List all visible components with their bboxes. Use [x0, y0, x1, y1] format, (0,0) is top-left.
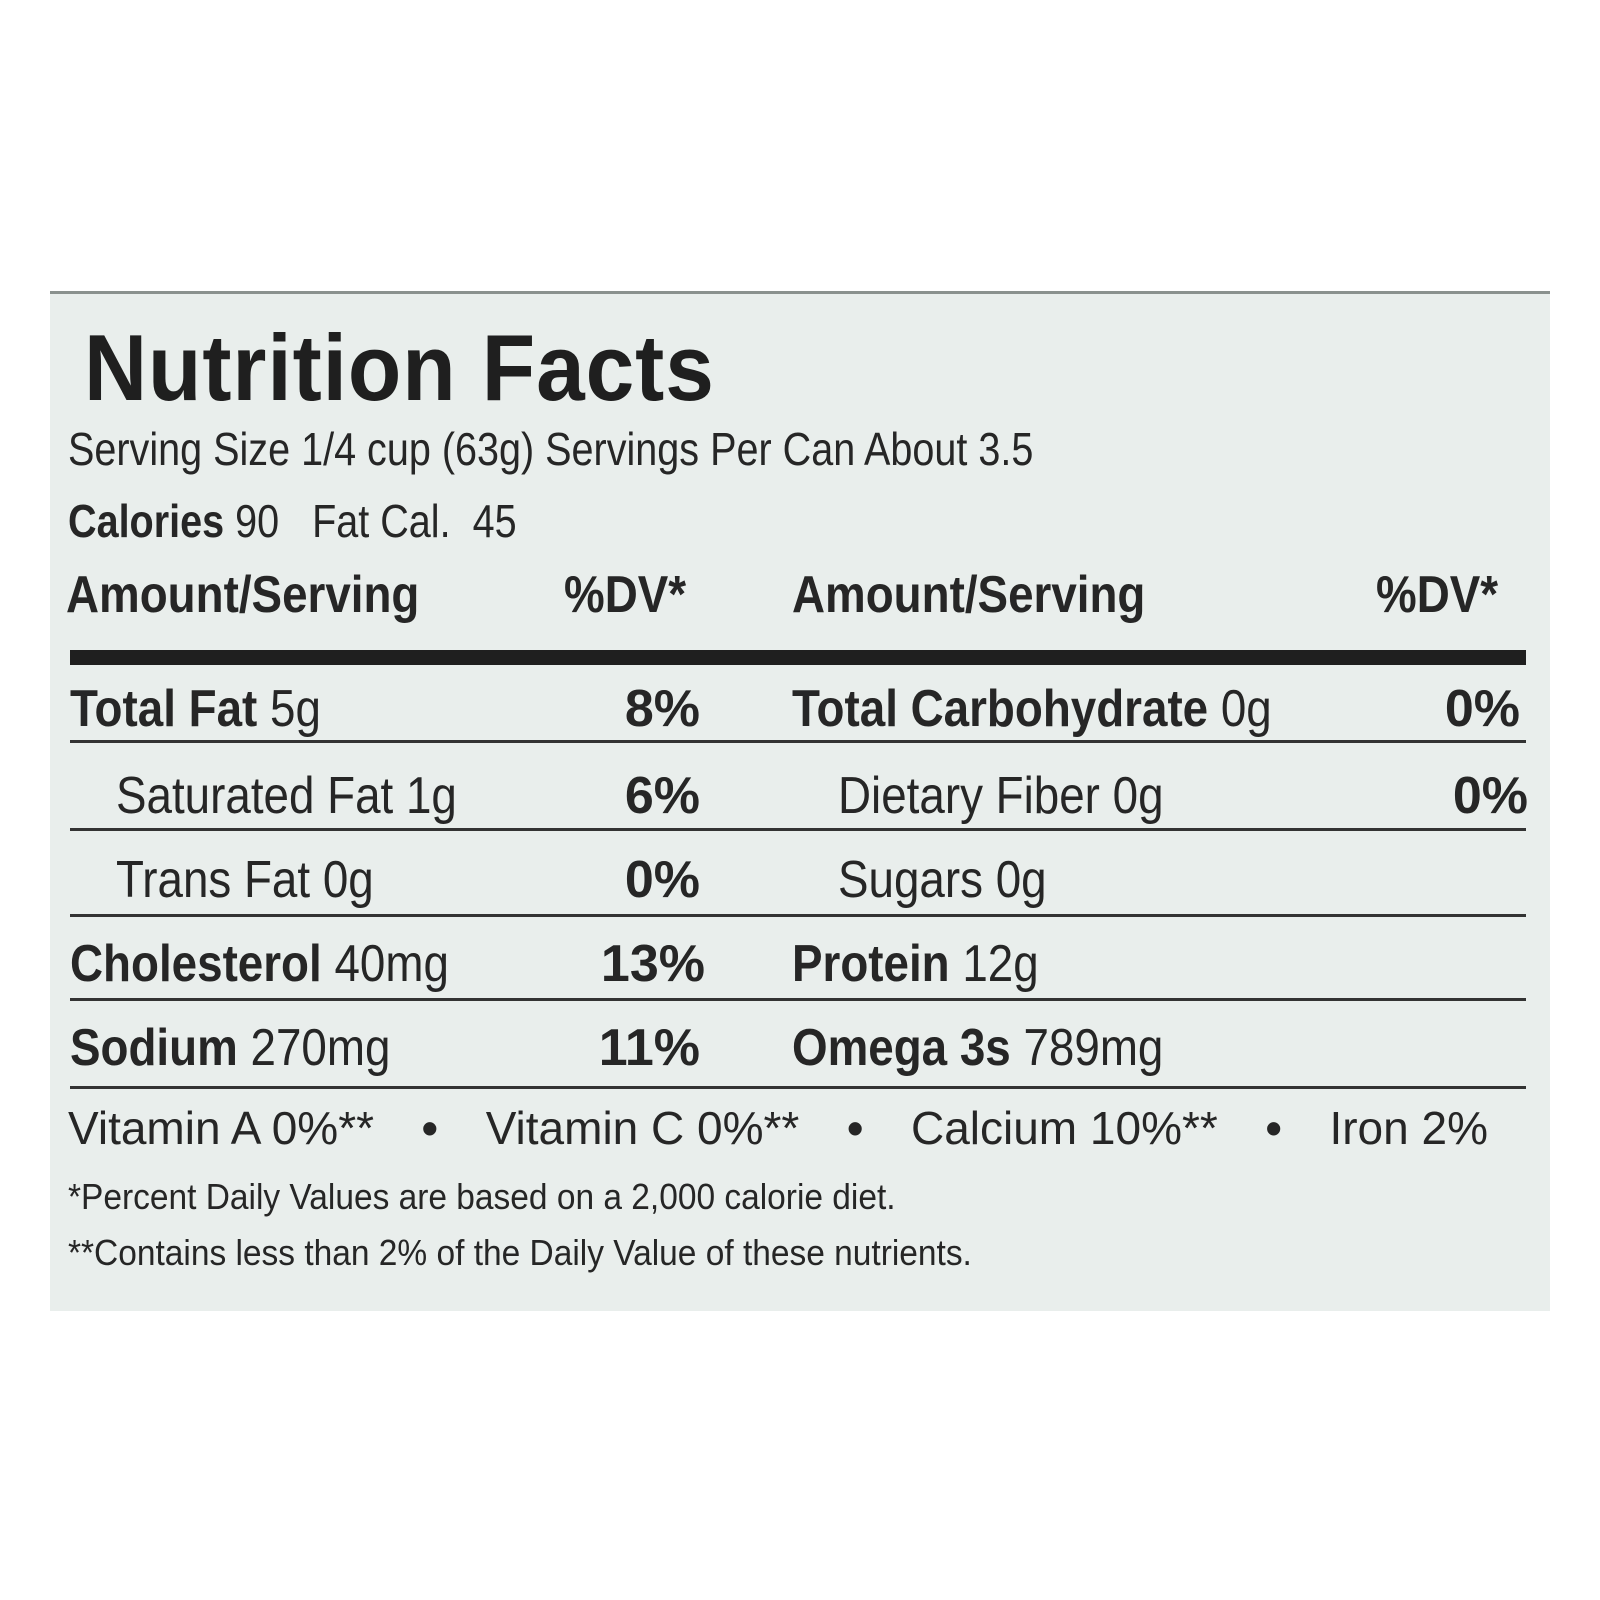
nutrient-name: Trans Fat	[116, 851, 311, 909]
nutrient-amount: 789mg	[1023, 1019, 1164, 1077]
nutrient-name: Sugars	[838, 851, 983, 909]
bullet-separator: •	[1265, 1102, 1282, 1154]
left-amount-header: Amount/Serving	[66, 566, 420, 624]
vitamin-a: Vitamin A 0%**	[68, 1102, 375, 1154]
nutrient-amount: 5g	[269, 680, 321, 738]
dv-cholesterol: 13%	[600, 935, 705, 993]
label-title: Nutrition Facts	[84, 315, 715, 420]
row-divider	[70, 828, 1526, 831]
row-protein: Protein 12g	[792, 934, 1039, 994]
dv-saturated-fat: 6%	[624, 767, 700, 825]
row-total-carbohydrate: Total Carbohydrate 0g	[792, 679, 1272, 739]
left-dv-header: %DV*	[564, 566, 687, 624]
row-total-fat: Total Fat 5g	[70, 679, 321, 739]
nutrient-amount: 1g	[405, 767, 457, 825]
row-divider	[70, 1086, 1526, 1089]
row-sodium: Sodium 270mg	[70, 1018, 390, 1078]
nutrient-name: Total Carbohydrate	[792, 680, 1209, 738]
nutrient-name: Cholesterol	[70, 935, 322, 993]
nutrient-amount: 0g	[1220, 680, 1272, 738]
row-sugars: Sugars 0g	[838, 850, 1047, 910]
fat-calories-value: 45	[472, 495, 517, 547]
row-dietary-fiber: Dietary Fiber 0g	[838, 766, 1164, 826]
nutrient-amount: 270mg	[250, 1019, 391, 1077]
calcium: Calcium 10%**	[910, 1102, 1218, 1154]
nutrient-amount: 12g	[962, 935, 1039, 993]
dv-trans-fat: 0%	[624, 851, 700, 909]
dv-total-carbohydrate: 0%	[1444, 680, 1520, 738]
nutrient-name: Omega 3s	[792, 1019, 1011, 1077]
calories-label: Calories	[68, 495, 225, 547]
iron: Iron 2%	[1329, 1102, 1488, 1154]
nutrient-amount: 0g	[1112, 767, 1164, 825]
nutrient-name: Dietary Fiber	[838, 767, 1100, 825]
footnote-daily-values: *Percent Daily Values are based on a 2,0…	[68, 1176, 896, 1217]
bullet-separator: •	[421, 1102, 438, 1154]
footnote-less-than-2: **Contains less than 2% of the Daily Val…	[68, 1232, 972, 1273]
right-dv-header: %DV*	[1376, 566, 1499, 624]
calories-value: 90	[235, 495, 280, 547]
vitamin-c: Vitamin C 0%**	[485, 1102, 800, 1154]
nutrient-amount: 40mg	[334, 935, 449, 993]
dv-sodium: 11%	[598, 1019, 700, 1077]
row-trans-fat: Trans Fat 0g	[116, 850, 374, 910]
bullet-separator: •	[847, 1102, 864, 1154]
header-divider	[70, 650, 1526, 665]
calories-line: Calories 90 Fat Cal. 45	[68, 494, 517, 548]
nutrient-name: Sodium	[70, 1019, 238, 1077]
nutrition-label: Nutrition Facts Serving Size 1/4 cup (63…	[50, 291, 1550, 1311]
vitamins-line: Vitamin A 0%** • Vitamin C 0%** • Calciu…	[68, 1101, 1488, 1155]
nutrient-name: Saturated Fat	[116, 767, 394, 825]
fat-calories-label: Fat Cal.	[312, 495, 451, 547]
nutrient-name: Total Fat	[70, 680, 258, 738]
right-amount-header: Amount/Serving	[792, 566, 1146, 624]
row-saturated-fat: Saturated Fat 1g	[116, 766, 457, 826]
dv-total-fat: 8%	[624, 680, 700, 738]
nutrient-amount: 0g	[995, 851, 1047, 909]
nutrient-name: Protein	[792, 935, 950, 993]
row-divider	[70, 914, 1526, 917]
row-omega-3s: Omega 3s 789mg	[792, 1018, 1163, 1078]
serving-info: Serving Size 1/4 cup (63g) Servings Per …	[68, 423, 1034, 475]
row-divider	[70, 740, 1526, 743]
row-cholesterol: Cholesterol 40mg	[70, 934, 449, 994]
nutrient-amount: 0g	[322, 851, 374, 909]
row-divider	[70, 998, 1526, 1001]
dv-dietary-fiber: 0%	[1452, 767, 1528, 825]
